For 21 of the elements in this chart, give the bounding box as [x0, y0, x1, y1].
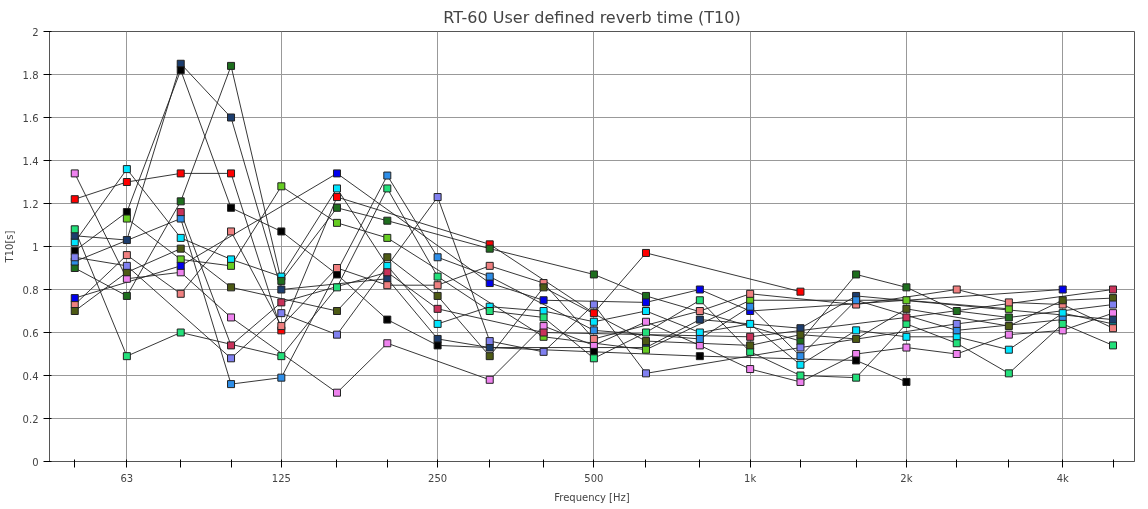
y-tick-label: 2 — [32, 26, 39, 38]
y-tick-label: 0.2 — [22, 413, 39, 425]
y-tick-label: 1 — [32, 241, 39, 253]
x-tick-label: 63 — [120, 472, 134, 484]
y-tick-label: 0.4 — [22, 370, 39, 382]
y-tick-label: 1.4 — [22, 155, 39, 167]
x-tick-label: 250 — [428, 472, 448, 484]
x-tick-label: 500 — [584, 472, 604, 484]
y-tick-label: 0.6 — [22, 327, 39, 339]
y-tick-label: 0 — [32, 456, 39, 468]
chart-title: RT-60 User defined reverb time (T10) — [443, 7, 741, 27]
x-axis-title: Frequency [Hz] — [554, 491, 630, 503]
x-tick-label: 1k — [744, 472, 757, 484]
x-tick-label: 4k — [1056, 472, 1069, 484]
y-axis-title: T10[s] — [3, 230, 15, 264]
y-tick-label: 1.8 — [22, 69, 39, 81]
x-tick-label: 2k — [900, 472, 913, 484]
y-tick-label: 1.2 — [22, 198, 39, 210]
y-tick-label: 0.8 — [22, 284, 39, 296]
x-tick-label: 125 — [271, 472, 291, 484]
y-tick-label: 1.6 — [22, 112, 39, 124]
